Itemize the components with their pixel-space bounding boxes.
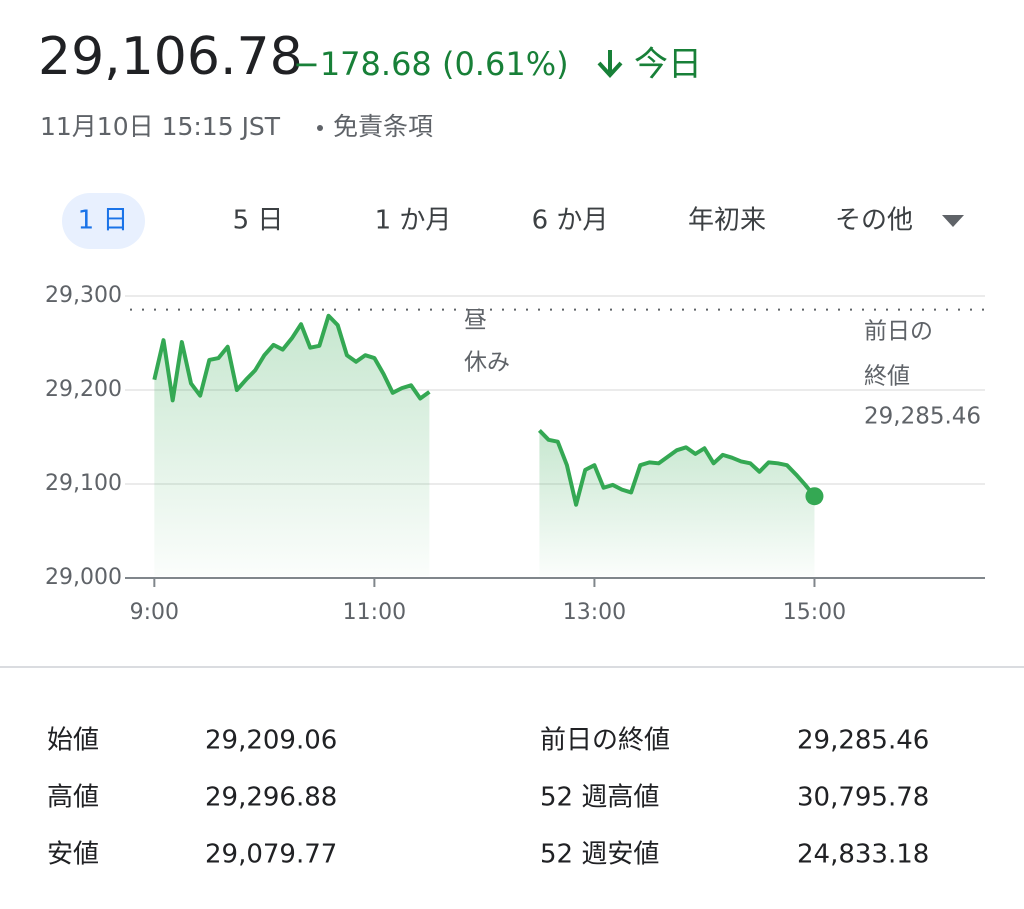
x-tick-label: 15:00 bbox=[783, 600, 846, 625]
lunch-label: 昼 bbox=[464, 308, 487, 334]
stat-value: 24,833.18 bbox=[797, 840, 929, 870]
tab[interactable]: 1 日 bbox=[78, 206, 129, 236]
y-tick-label: 29,300 bbox=[45, 283, 122, 308]
tab[interactable]: 年初来 bbox=[688, 206, 766, 236]
change: −178.68 (0.61%) bbox=[293, 45, 569, 83]
last-point bbox=[805, 487, 824, 506]
stat-value: 29,079.77 bbox=[205, 840, 337, 870]
prev-close-value: 29,285.46 bbox=[864, 404, 981, 430]
down-arrow bbox=[597, 50, 623, 78]
dropdown-icon[interactable] bbox=[942, 215, 964, 227]
y-tick-label: 29,200 bbox=[45, 377, 122, 402]
area bbox=[154, 315, 430, 576]
prev-close-title: 前日の bbox=[864, 319, 933, 345]
disclaimer[interactable]: 免責条項 bbox=[333, 112, 433, 141]
tab[interactable]: 5 日 bbox=[233, 206, 284, 236]
y-tick-label: 29,000 bbox=[45, 565, 122, 590]
tab[interactable]: その他 bbox=[835, 206, 913, 236]
stat-value: 29,296.88 bbox=[205, 783, 337, 813]
stat-label: 前日の終値 bbox=[540, 726, 670, 756]
area bbox=[539, 430, 815, 576]
prev-close-title: 終値 bbox=[864, 364, 910, 390]
separator bbox=[317, 125, 323, 131]
lunch-label: 休み bbox=[464, 350, 510, 376]
x-tick-label: 13:00 bbox=[563, 600, 626, 625]
tab[interactable]: 1 か月 bbox=[375, 206, 452, 236]
line bbox=[537, 429, 817, 507]
tab-selected-bg bbox=[62, 193, 145, 249]
stat-label: 52 週安値 bbox=[540, 840, 659, 870]
period: 今日 bbox=[634, 45, 702, 85]
price: 29,106.78 bbox=[38, 27, 303, 87]
stat-value: 29,285.46 bbox=[797, 726, 929, 756]
timestamp: 11月10日 15:15 JST bbox=[40, 112, 281, 141]
x-tick-label: 9:00 bbox=[130, 600, 179, 625]
stat-label: 52 週高値 bbox=[540, 783, 659, 813]
stat-value: 29,209.06 bbox=[205, 726, 337, 756]
stat-label: 高値 bbox=[47, 783, 99, 813]
stat-label: 安値 bbox=[47, 840, 99, 870]
line bbox=[152, 313, 431, 403]
y-tick-label: 29,100 bbox=[45, 471, 122, 496]
tab[interactable]: 6 か月 bbox=[532, 206, 609, 236]
x-tick-label: 11:00 bbox=[343, 600, 406, 625]
stat-value: 30,795.78 bbox=[797, 783, 929, 813]
stat-label: 始値 bbox=[47, 726, 99, 756]
